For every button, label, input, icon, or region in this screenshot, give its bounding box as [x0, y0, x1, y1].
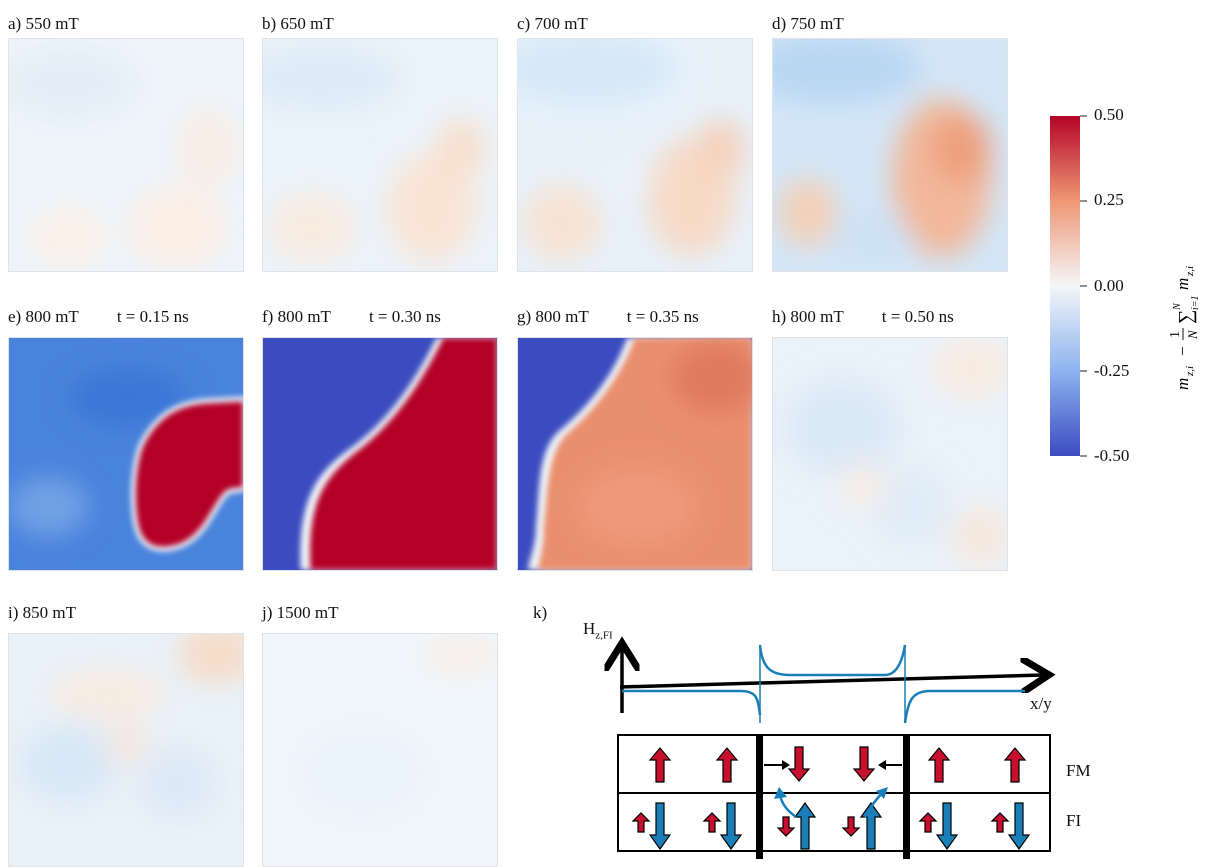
fm-row-label: FM	[1066, 761, 1091, 780]
panel-e-map	[8, 337, 244, 571]
colorbar	[1050, 115, 1086, 456]
fm-down-arrow	[852, 746, 876, 782]
schematic-diagram	[560, 615, 1120, 859]
svg-text:z,i: z,i	[1184, 366, 1196, 377]
colorbar-tick-label: -0.50	[1094, 446, 1130, 465]
panel-g-label: g) 800 mT t = 0.35 ns	[517, 307, 699, 326]
fi-row-label: FI	[1066, 811, 1082, 830]
panel-b-label: b) 650 mT	[262, 14, 334, 33]
panel-a-map	[8, 38, 244, 272]
colorbar-tick-label: 0.25	[1094, 190, 1124, 209]
domain-wall-right	[903, 735, 910, 859]
panel-f-label: f) 800 mT t = 0.30 ns	[262, 307, 441, 326]
svg-text:N: N	[1185, 329, 1200, 340]
fm-up-arrow	[1003, 747, 1027, 783]
panel-c-label: c) 700 mT	[517, 14, 588, 33]
panel-d-label: d) 750 mT	[772, 14, 844, 33]
colorbar-tick-label: 0.00	[1094, 276, 1124, 295]
fm-arrows	[648, 746, 1027, 783]
panel-b-map	[262, 38, 498, 272]
svg-text:i=1: i=1	[1190, 295, 1200, 310]
fm-up-arrow	[715, 747, 739, 783]
panel-i-label: i) 850 mT	[8, 603, 76, 622]
fi-arrows	[631, 801, 1031, 851]
panel-j-label: j) 1500 mT	[262, 603, 339, 622]
colorbar-tick-label: 0.50	[1094, 105, 1124, 124]
svg-text:m: m	[1173, 378, 1192, 390]
colorbar-ticks	[1080, 115, 1087, 457]
panel-h-label: h) 800 mT t = 0.50 ns	[772, 307, 954, 326]
svg-text:N: N	[1172, 302, 1183, 311]
svg-text:m: m	[1173, 278, 1192, 290]
svg-text:−: −	[1173, 346, 1192, 356]
panel-h-time: t = 0.50 ns	[881, 307, 954, 326]
colorbar-tick-label: -0.25	[1094, 361, 1130, 380]
fm-down-arrow	[787, 746, 811, 782]
svg-text:∑: ∑	[1175, 310, 1197, 324]
panel-g-map	[517, 337, 753, 571]
fm-up-arrow	[648, 747, 672, 783]
svg-text:1: 1	[1168, 331, 1183, 338]
x-axis	[619, 675, 1042, 687]
panel-f-time: t = 0.30 ns	[368, 307, 441, 326]
panel-c-map	[517, 38, 753, 272]
panel-g-time: t = 0.35 ns	[626, 307, 699, 326]
panel-f-map	[262, 337, 498, 571]
panel-e-time: t = 0.15 ns	[116, 307, 189, 326]
panel-a-label: a) 550 mT	[8, 14, 79, 33]
panel-j-map	[262, 633, 498, 867]
panel-h-map	[772, 337, 1008, 571]
x-axis-label: x/y	[1030, 694, 1052, 713]
panel-k-label: k)	[533, 603, 548, 622]
domain-wall-left	[756, 735, 763, 859]
panel-i-map	[8, 633, 244, 867]
svg-text:z,i: z,i	[1184, 266, 1196, 277]
colorbar-title-formula: m z,i − 1 N ∑ N i=1 m z,i	[1168, 266, 1200, 390]
fm-up-arrow	[927, 747, 951, 783]
panel-d-map	[772, 38, 1008, 272]
panel-e-label: e) 800 mT t = 0.15 ns	[8, 307, 189, 326]
y-axis-label: Hz,FI	[583, 619, 613, 642]
